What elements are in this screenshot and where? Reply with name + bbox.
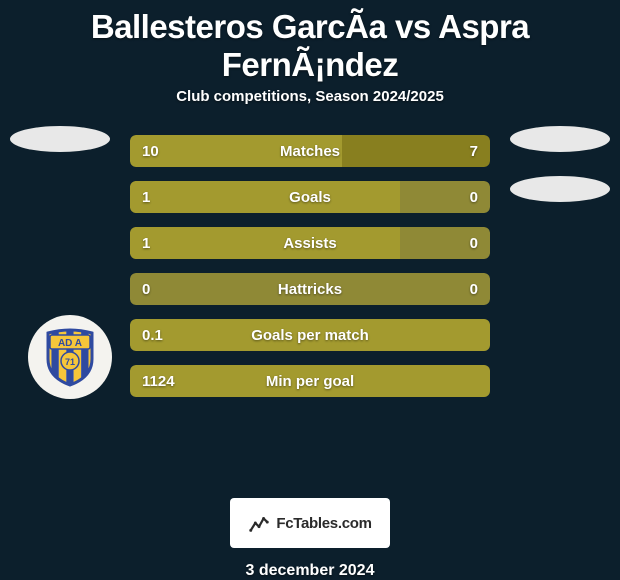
stat-bar: 0.1Goals per match [130,319,490,351]
date-text: 3 december 2024 [246,562,375,580]
player-placeholder [510,126,610,152]
player-placeholder [10,126,110,152]
badge-year: 71 [65,357,75,367]
page-subtitle: Club competitions, Season 2024/2025 [176,88,444,105]
stat-label: Goals [130,181,490,213]
page-title: Ballesteros GarcÃa vs Aspra FernÃ¡ndez [0,0,620,88]
stat-label: Matches [130,135,490,167]
club-shield-icon: AD A 71 [44,327,96,387]
stat-bar: 10Goals [130,181,490,213]
brand-box: FcTables.com [230,498,390,548]
stat-bar: 107Matches [130,135,490,167]
badge-text: AD A [58,338,82,349]
stat-label: Min per goal [130,365,490,397]
page-root: Ballesteros GarcÃa vs Aspra FernÃ¡ndez C… [0,0,620,580]
stat-label: Goals per match [130,319,490,351]
stat-label: Hattricks [130,273,490,305]
stat-label: Assists [130,227,490,259]
club-badge: AD A 71 [28,315,112,399]
stat-bar: 1124Min per goal [130,365,490,397]
brand-logo-icon [248,512,270,534]
stat-bar: 10Assists [130,227,490,259]
brand-text: FcTables.com [276,515,371,532]
comparison-bars: 107Matches 10Goals 10Assists 00Hattricks 0.1… [130,135,490,484]
player-placeholder [510,176,610,202]
stat-bar: 00Hattricks [130,273,490,305]
